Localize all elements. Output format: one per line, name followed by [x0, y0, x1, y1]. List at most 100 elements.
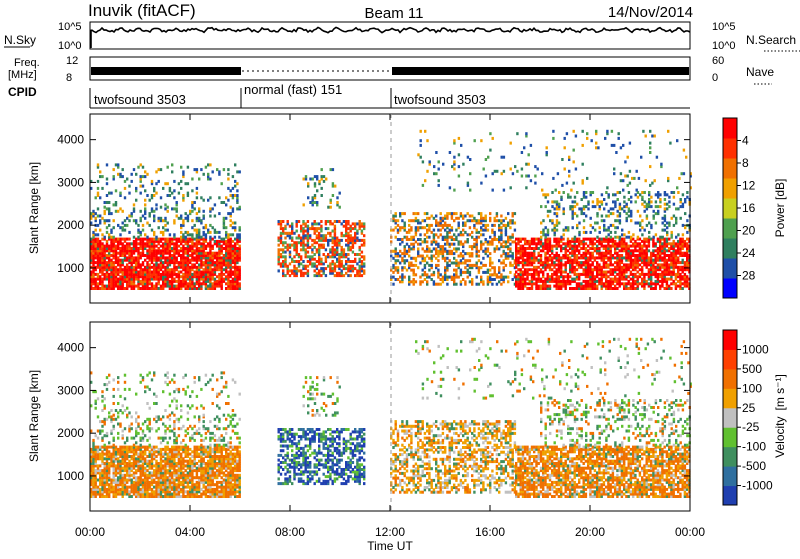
echo-cell — [426, 212, 428, 215]
echo-cell — [171, 254, 173, 257]
colorbar-tick-label: 24 — [742, 246, 756, 260]
echo-cell — [307, 196, 309, 199]
echo-cell — [630, 236, 632, 239]
echo-cell — [404, 236, 406, 239]
echo-cell — [655, 254, 657, 257]
echo-cell — [528, 153, 530, 156]
echo-cell — [422, 255, 424, 258]
echo-cell — [106, 178, 108, 181]
echo-cell — [191, 263, 193, 266]
echo-cell — [126, 224, 128, 227]
echo-cell — [140, 252, 142, 255]
echo-cell — [582, 130, 584, 133]
echo-cell — [408, 238, 410, 241]
echo-cell — [354, 232, 356, 235]
echo-cell — [438, 168, 440, 171]
echo-cell — [592, 226, 594, 229]
echo-cell — [480, 139, 482, 142]
echo-cell — [158, 238, 160, 241]
echo-cell — [428, 276, 430, 279]
echo-cell — [428, 257, 430, 260]
echo-cell — [406, 231, 408, 234]
echo-cell — [200, 196, 202, 199]
echo-cell — [525, 175, 527, 178]
echo-cell — [280, 248, 282, 251]
echo-cell — [433, 280, 435, 283]
echo-cell — [476, 219, 478, 222]
echo-cell — [583, 212, 585, 215]
echo-cell — [392, 229, 394, 232]
echo-cell — [119, 173, 121, 176]
nave-tick-top: 60 — [712, 55, 724, 67]
echo-cell — [650, 200, 652, 203]
echo-cell — [363, 269, 365, 272]
echo-cell — [592, 205, 594, 208]
echo-cell — [668, 254, 670, 257]
echo-cell — [675, 273, 677, 276]
colorbar-tick-label: 8 — [742, 156, 749, 170]
echo-cell — [419, 226, 421, 229]
echo-cell — [329, 248, 331, 251]
echo-cell — [410, 247, 412, 250]
echo-cell — [464, 252, 466, 255]
echo-cell — [656, 156, 658, 159]
echo-cell — [592, 268, 594, 271]
echo-cell — [616, 252, 618, 255]
echo-cell — [650, 252, 652, 255]
echo-cell — [214, 278, 216, 281]
echo-cell — [296, 220, 298, 223]
echo-cell — [146, 194, 148, 197]
echo-cell — [651, 135, 653, 138]
echo-cell — [664, 191, 666, 194]
echo-cell — [619, 191, 621, 194]
echo-cell — [435, 233, 437, 236]
echo-cell — [359, 220, 361, 223]
echo-cell — [420, 130, 422, 133]
echo-cell — [628, 245, 630, 248]
echo-cell — [401, 219, 403, 222]
echo-cell — [485, 238, 487, 241]
echo-cell — [620, 179, 622, 182]
echo-cell — [223, 273, 225, 276]
echo-cell — [451, 243, 453, 246]
noise-left-label: N.Sky — [4, 33, 36, 47]
echo-cell — [553, 245, 555, 248]
echo-cell — [649, 165, 651, 168]
echo-cell — [625, 242, 627, 245]
echo-cell — [610, 245, 612, 248]
echo-cell — [597, 146, 599, 149]
echo-cell — [234, 194, 236, 197]
echo-cell — [137, 271, 139, 274]
echo-cell — [309, 178, 311, 181]
echo-cell — [630, 271, 632, 274]
echo-cell — [336, 201, 338, 204]
echo-cell — [95, 278, 97, 281]
echo-cell — [117, 256, 119, 259]
colorbar-swatch — [723, 178, 737, 199]
echo-cell — [636, 170, 638, 173]
echo-cell — [547, 273, 549, 276]
echo-cell — [510, 168, 512, 171]
echo-cell — [670, 271, 672, 274]
echo-cell — [512, 212, 514, 215]
echo-cell — [515, 242, 517, 245]
echo-cell — [397, 219, 399, 222]
echo-cell — [108, 224, 110, 227]
echo-cell — [489, 257, 491, 260]
echo-cell — [641, 245, 643, 248]
echo-cell — [458, 217, 460, 220]
echo-cell — [431, 231, 433, 234]
echo-cell — [293, 232, 295, 235]
echo-cell — [97, 187, 99, 190]
echo-cell — [538, 285, 540, 288]
echo-cell — [549, 263, 551, 266]
echo-cell — [449, 243, 451, 246]
echo-cell — [415, 217, 417, 220]
echo-cell — [115, 266, 117, 269]
echo-cell — [655, 233, 657, 236]
echo-cell — [507, 276, 509, 279]
echo-cell — [570, 189, 572, 192]
echo-cell — [309, 201, 311, 204]
echo-cell — [627, 156, 629, 159]
echo-cell — [99, 240, 101, 243]
